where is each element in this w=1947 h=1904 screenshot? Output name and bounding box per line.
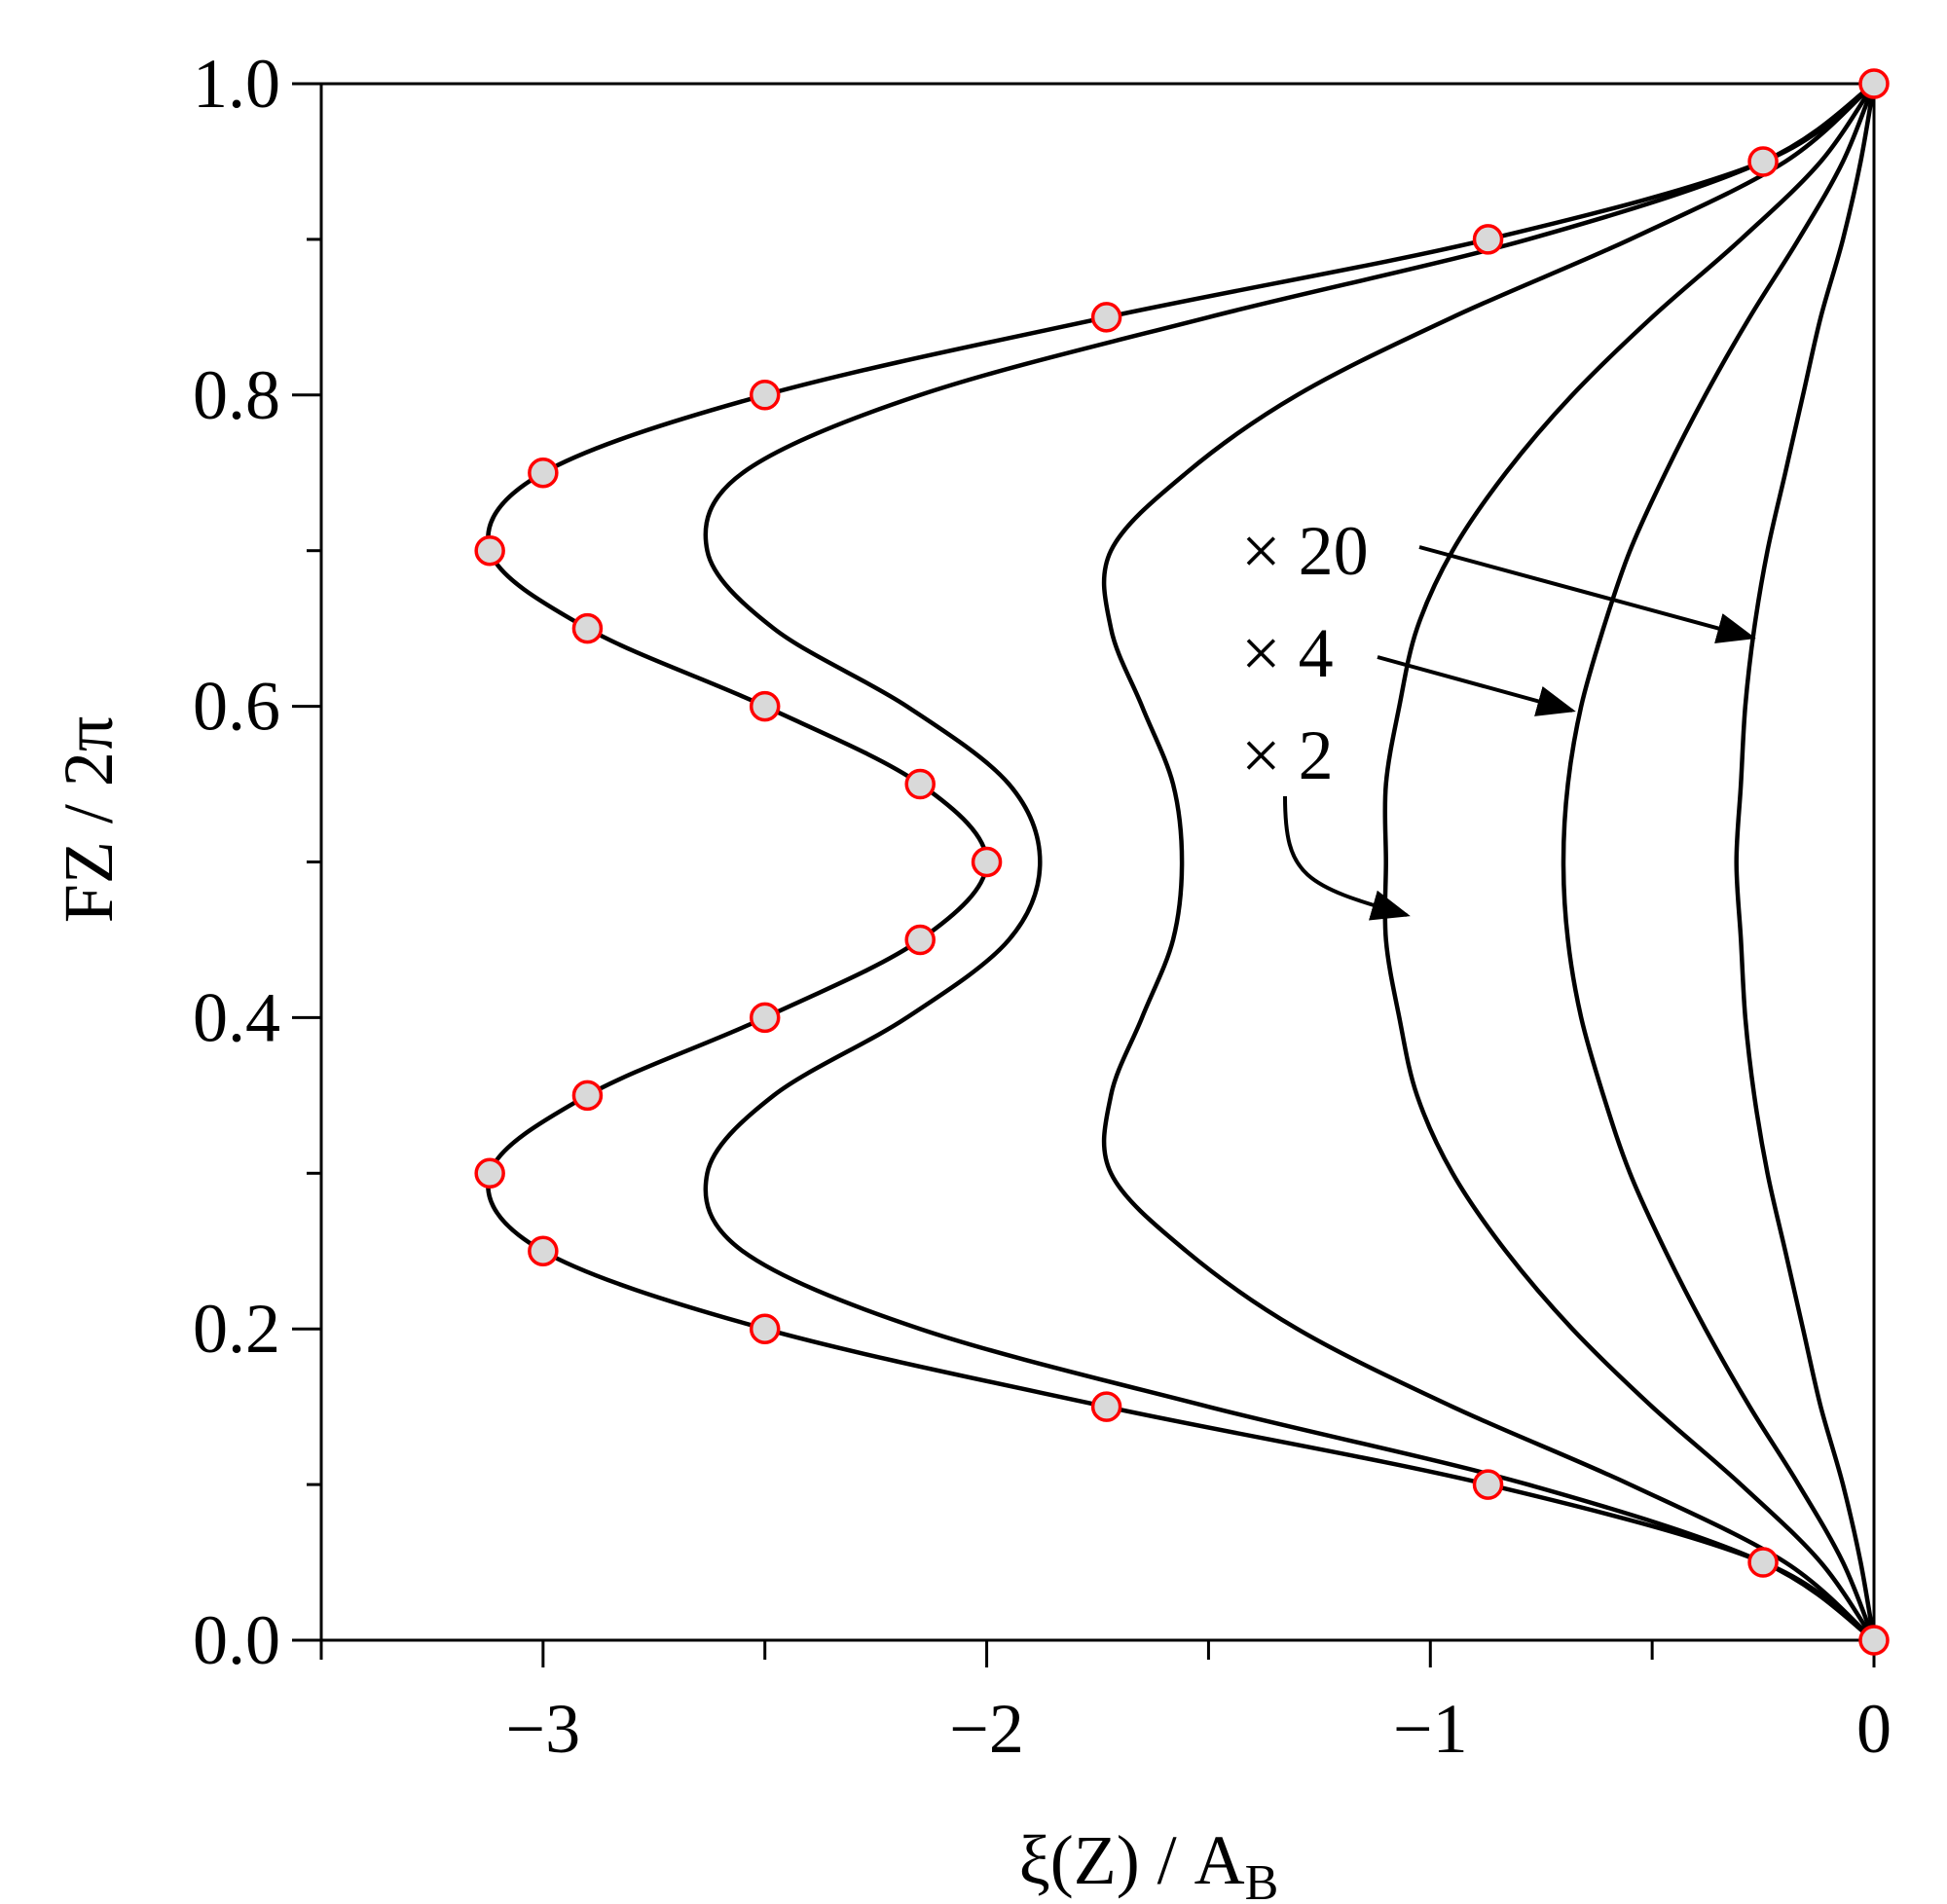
data-point [1472, 224, 1504, 255]
series-line-5 [1561, 83, 1877, 1641]
axes: 0.0 0.2 0.4 0.6 0.8 1.0 −3 −2 −1 0 [193, 45, 1892, 1768]
x-tick-label: −2 [949, 1690, 1024, 1768]
data-point [749, 1002, 781, 1034]
data-point [1858, 1625, 1890, 1656]
x-tick-label: 0 [1856, 1690, 1892, 1768]
y-axis-title: FZ / 2π [50, 716, 128, 923]
annotation-x2: × 2 [1241, 716, 1334, 794]
data-point [571, 612, 604, 644]
data-point [971, 846, 1003, 878]
data-point [1090, 302, 1122, 333]
series-line-6 [1734, 83, 1877, 1641]
marker-layer [474, 68, 1890, 1656]
y-tick-label: 0.8 [193, 356, 280, 434]
series-line-2 [703, 82, 1876, 1642]
x-tick-label: −3 [506, 1690, 581, 1768]
x-axis-title-sub: B [1245, 1855, 1279, 1904]
arrow-x4 [1377, 655, 1576, 716]
data-point [749, 1313, 781, 1344]
series-line-3 [1101, 82, 1876, 1642]
y-tick-label: 0.4 [193, 978, 280, 1056]
annotation-x4: × 4 [1241, 614, 1334, 692]
data-point [528, 458, 559, 489]
data-point [1858, 68, 1890, 99]
data-point [571, 1080, 604, 1112]
data-point [474, 534, 505, 567]
data-point [749, 690, 781, 722]
y-tick-label: 1.0 [193, 45, 280, 123]
series-layer [486, 82, 1877, 1642]
x-axis-title-main: ξ(Z) / A [1019, 1821, 1245, 1899]
data-point [1090, 1391, 1122, 1422]
data-point [1472, 1469, 1504, 1500]
arrow-x2 [1283, 795, 1411, 921]
data-point [474, 1157, 505, 1190]
data-point [1747, 1547, 1779, 1578]
annotation-x20: × 20 [1241, 512, 1369, 590]
data-point [1747, 146, 1779, 177]
annotation-layer: × 20 × 4 × 2 [1241, 512, 1756, 921]
data-point [904, 768, 936, 800]
data-point [749, 380, 781, 411]
x-axis-title: ξ(Z) / AB [1019, 1821, 1279, 1904]
y-tick-label: 0.0 [193, 1601, 280, 1679]
y-tick-label: 0.6 [193, 668, 280, 746]
data-point [904, 924, 936, 956]
x-tick-label: −1 [1393, 1690, 1468, 1768]
y-tick-label: 0.2 [193, 1290, 280, 1368]
arrow-x20 [1418, 545, 1756, 643]
series-line-4 [1382, 82, 1876, 1642]
data-point [528, 1235, 559, 1266]
